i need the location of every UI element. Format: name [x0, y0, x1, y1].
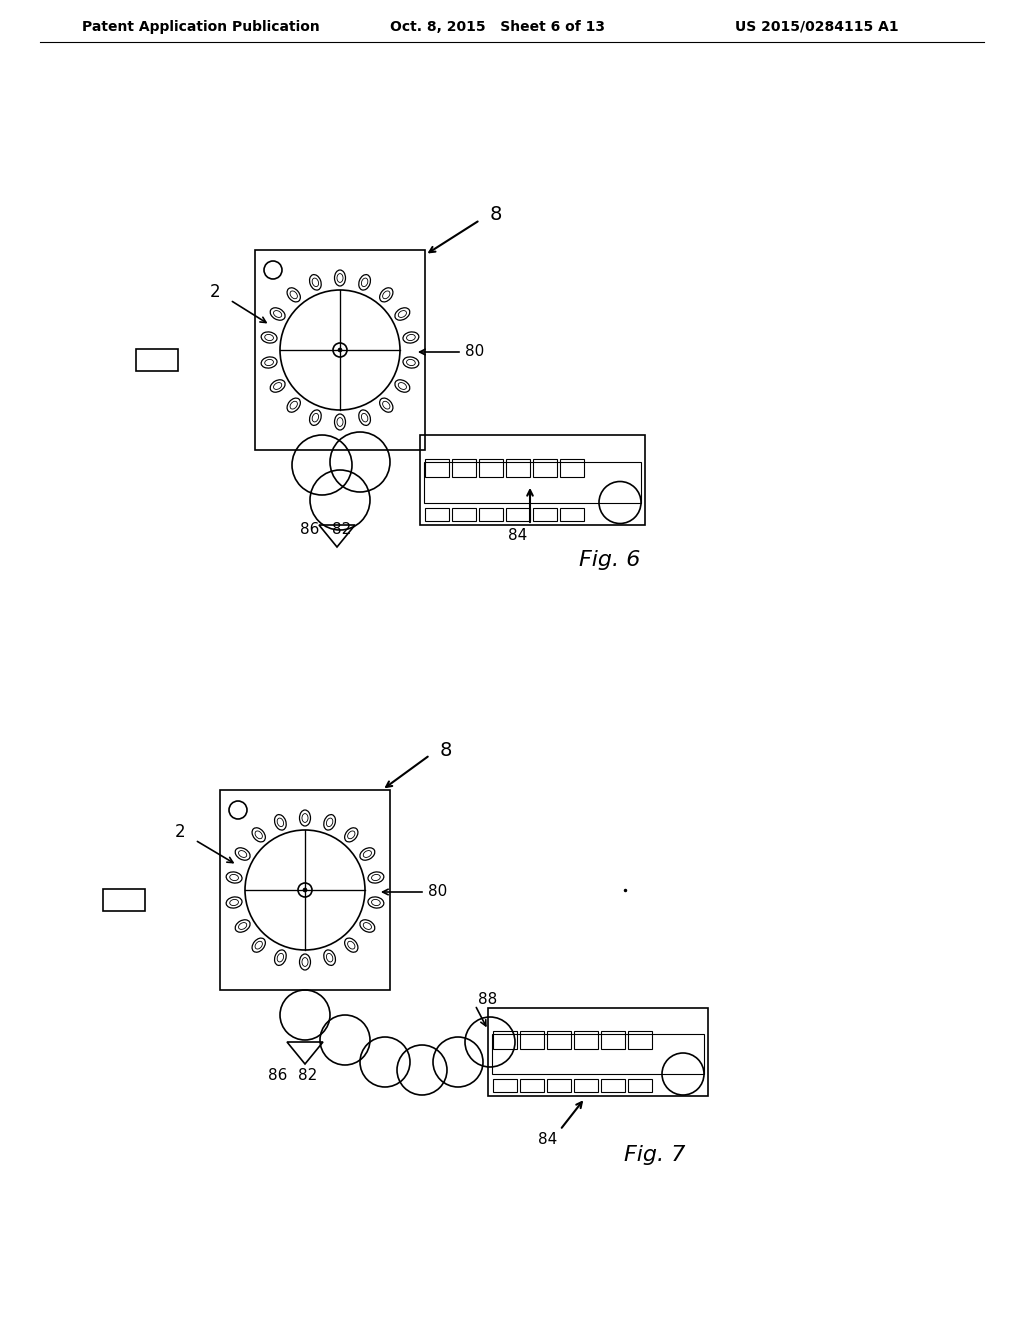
- Bar: [520, 1031, 544, 1049]
- Bar: [452, 459, 476, 477]
- Bar: [520, 1078, 544, 1092]
- Text: 86: 86: [268, 1068, 288, 1082]
- Bar: [493, 1078, 517, 1092]
- Bar: [628, 1031, 652, 1049]
- Bar: [547, 1031, 571, 1049]
- Bar: [425, 459, 449, 477]
- Bar: [560, 459, 584, 477]
- Text: 8: 8: [490, 206, 503, 224]
- Bar: [506, 507, 530, 521]
- Text: Patent Application Publication: Patent Application Publication: [82, 20, 319, 34]
- Bar: [424, 462, 641, 503]
- Text: 2: 2: [175, 822, 185, 841]
- Bar: [479, 507, 503, 521]
- Bar: [255, 249, 425, 450]
- Bar: [452, 507, 476, 521]
- Text: 84: 84: [539, 1133, 558, 1147]
- Text: Fig. 6: Fig. 6: [580, 550, 641, 570]
- Bar: [574, 1078, 598, 1092]
- Text: 8: 8: [440, 741, 453, 759]
- Bar: [547, 1078, 571, 1092]
- Bar: [506, 459, 530, 477]
- Bar: [601, 1078, 625, 1092]
- Circle shape: [303, 888, 307, 892]
- Bar: [220, 789, 390, 990]
- Bar: [534, 459, 557, 477]
- Bar: [103, 888, 145, 911]
- Bar: [628, 1078, 652, 1092]
- Bar: [488, 1008, 708, 1096]
- Text: Oct. 8, 2015   Sheet 6 of 13: Oct. 8, 2015 Sheet 6 of 13: [390, 20, 605, 34]
- Bar: [601, 1031, 625, 1049]
- Text: 82: 82: [298, 1068, 317, 1082]
- Bar: [492, 1034, 705, 1074]
- Text: 88: 88: [478, 993, 498, 1007]
- Text: Fig. 7: Fig. 7: [625, 1144, 686, 1166]
- Text: 86: 86: [300, 523, 319, 537]
- Text: 2: 2: [210, 282, 220, 301]
- Text: 82: 82: [333, 523, 351, 537]
- Text: US 2015/0284115 A1: US 2015/0284115 A1: [735, 20, 899, 34]
- Circle shape: [338, 348, 342, 352]
- Bar: [136, 348, 178, 371]
- Bar: [574, 1031, 598, 1049]
- Bar: [420, 436, 645, 525]
- Bar: [425, 507, 449, 521]
- Bar: [493, 1031, 517, 1049]
- Text: 80: 80: [465, 345, 484, 359]
- Text: 84: 84: [508, 528, 527, 543]
- Bar: [534, 507, 557, 521]
- Text: 80: 80: [428, 884, 447, 899]
- Bar: [479, 459, 503, 477]
- Bar: [560, 507, 584, 521]
